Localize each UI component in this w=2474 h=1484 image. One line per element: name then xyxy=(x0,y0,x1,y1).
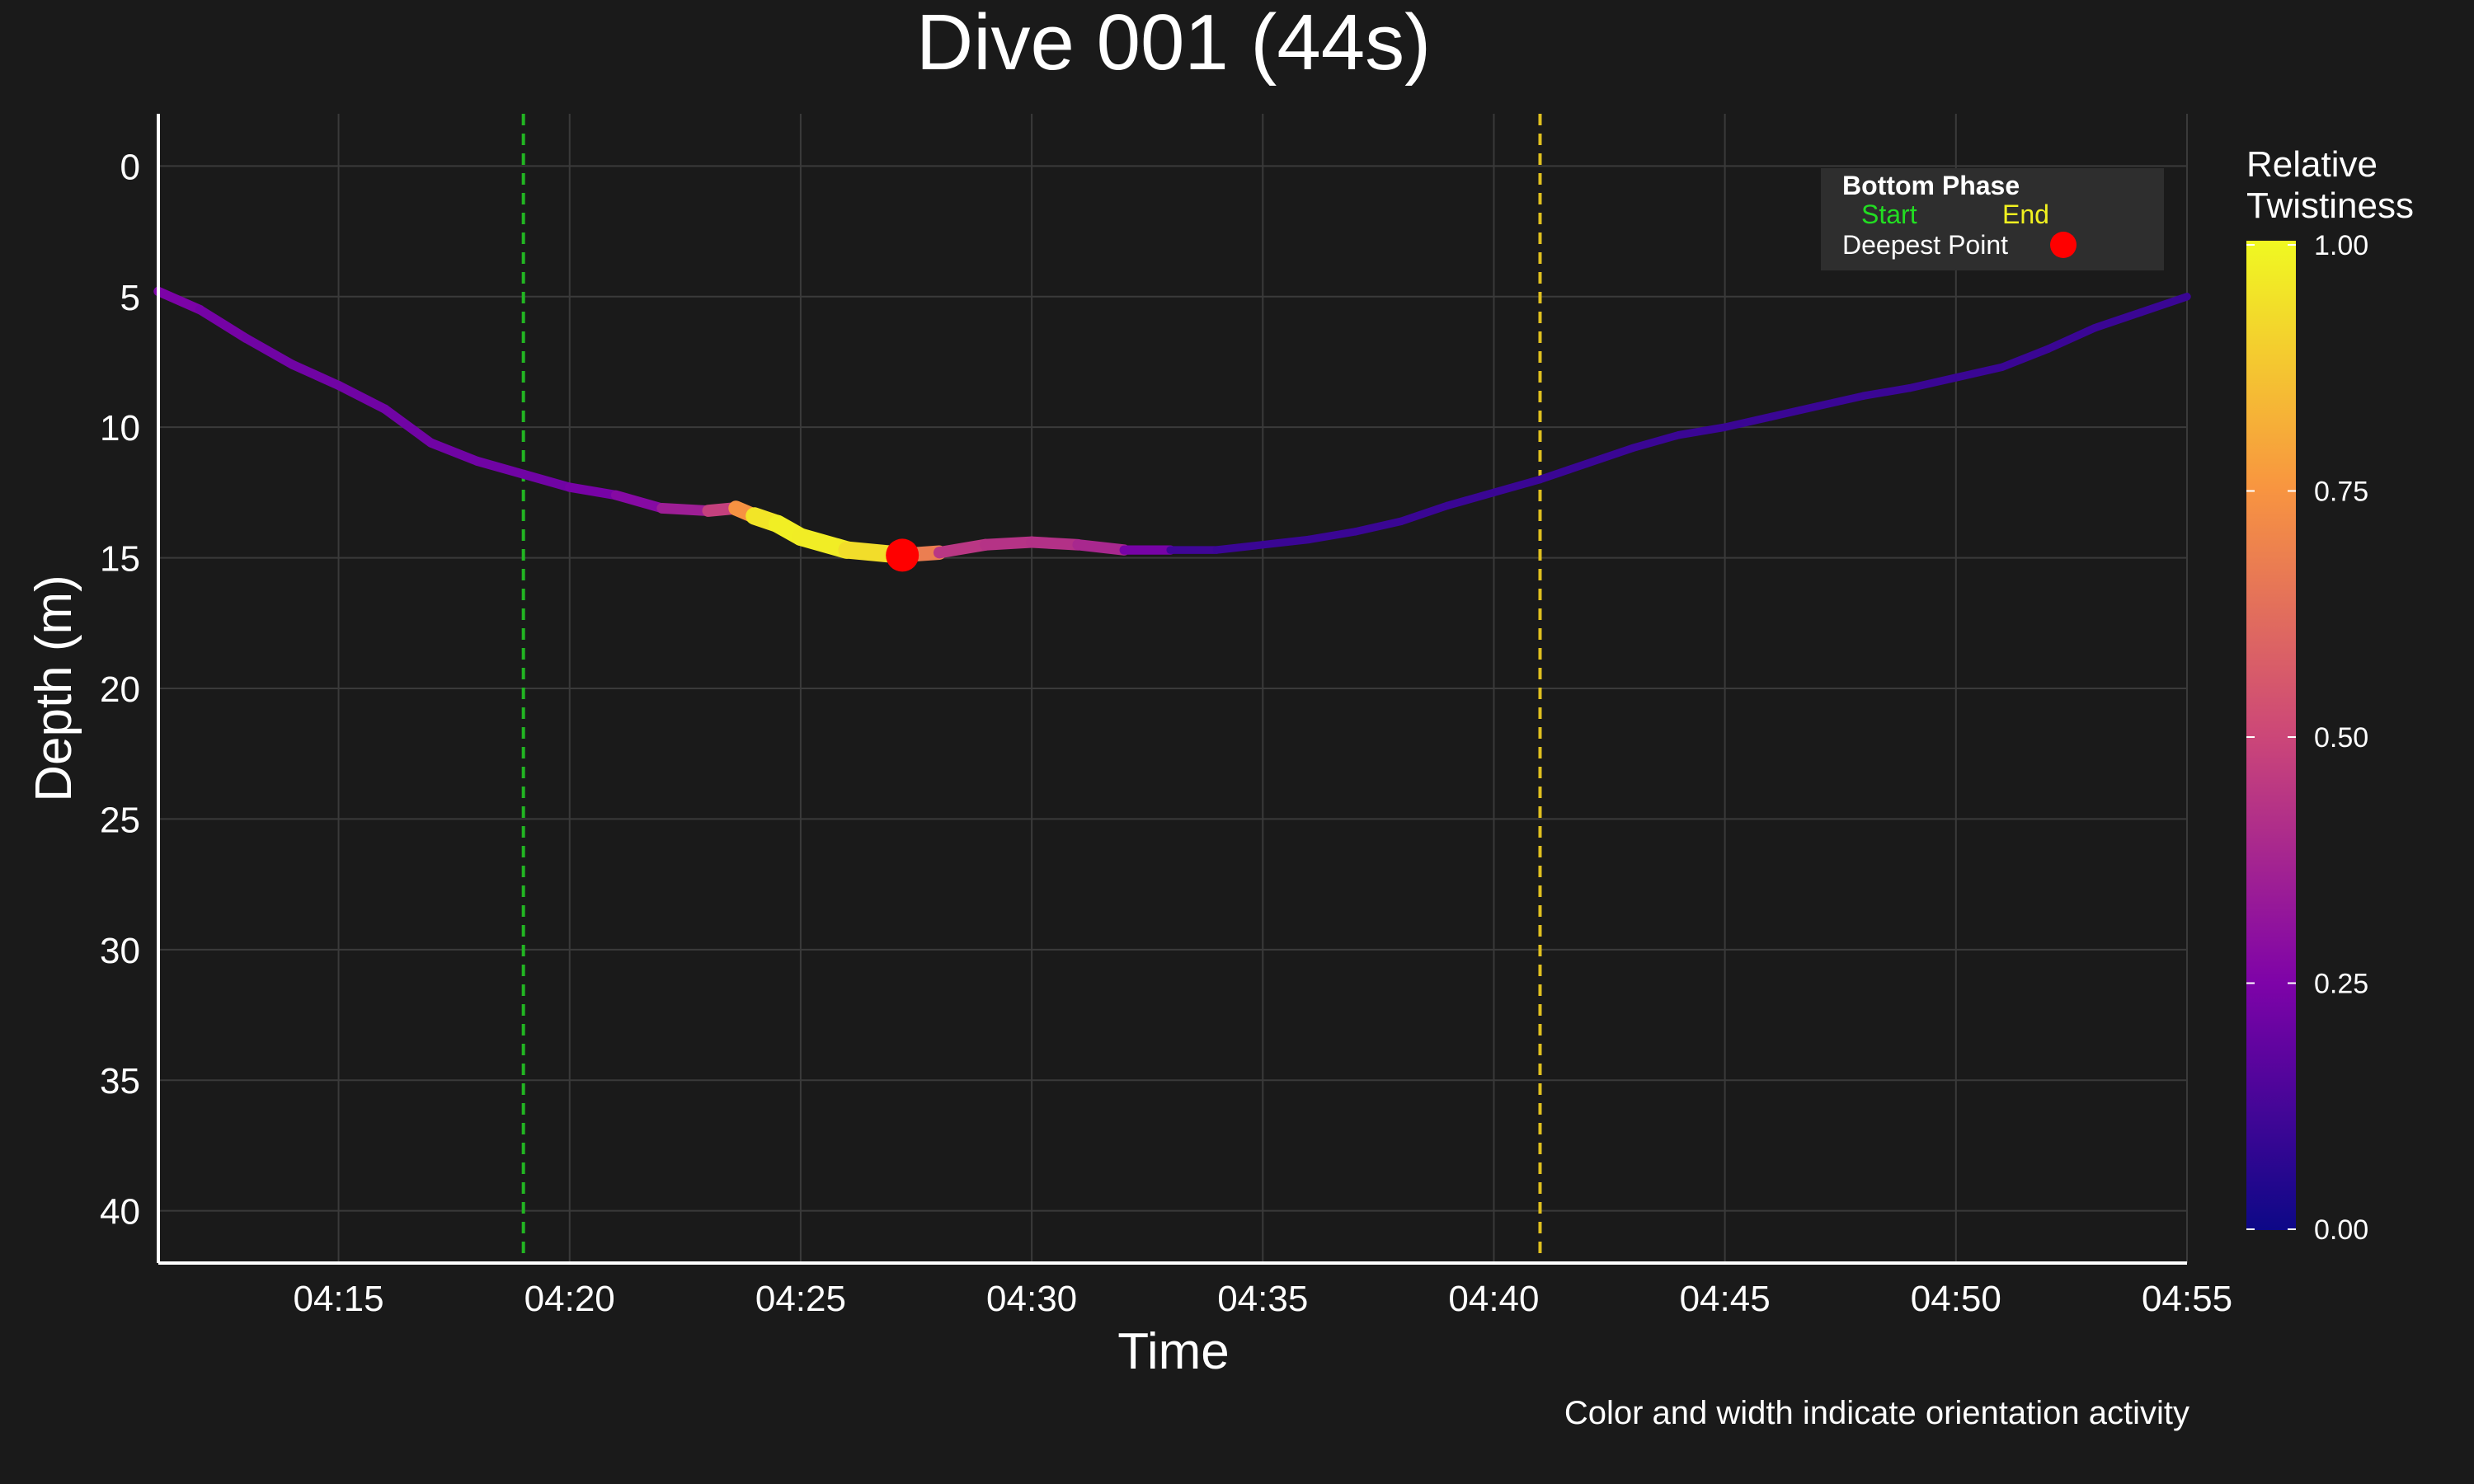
colorbar-gradient xyxy=(2246,241,2296,1230)
x-tick-label: 04:30 xyxy=(986,1279,1077,1319)
legend-box xyxy=(1821,168,2164,270)
colorbar-tick-label: 1.00 xyxy=(2314,230,2368,261)
depth-series-segment xyxy=(2091,308,2145,332)
grid-lines xyxy=(158,114,2188,1263)
depth-series-segment xyxy=(1305,528,1360,544)
depth-series-segment xyxy=(1720,412,1776,431)
x-tick-label: 04:15 xyxy=(293,1279,383,1319)
depth-series-segment xyxy=(1397,501,1452,525)
depth-series-segment xyxy=(1998,345,2053,372)
depth-series-segment xyxy=(2137,293,2191,317)
y-tick-label: 40 xyxy=(100,1192,140,1233)
depth-series xyxy=(153,286,2191,564)
x-tick-labels: 04:15 04:20 04:25 04:30 04:35 04:40 04:45 04:50… xyxy=(293,1279,2232,1319)
depth-series-segment xyxy=(1906,373,1960,392)
legend-title: Bottom Phase xyxy=(1842,171,2020,200)
depth-series-segment xyxy=(1952,363,2006,382)
depth-series-segment xyxy=(1536,459,1591,484)
x-tick-label: 04:55 xyxy=(2142,1279,2232,1319)
colorbar: Relative Twistiness 1.00 0.75 0.50 0.25 0.00 xyxy=(2246,144,2414,1246)
legend-deepest-marker xyxy=(2050,232,2077,258)
chart-caption: Color and width indicate orientation act… xyxy=(1564,1395,2189,1431)
x-tick-label: 04:20 xyxy=(524,1279,615,1319)
depth-series-segment xyxy=(1766,402,1822,421)
y-tick-label: 35 xyxy=(100,1061,140,1101)
x-tick-label: 04:50 xyxy=(1911,1279,2001,1319)
depth-series-segment xyxy=(1489,475,1545,497)
depth-series-segment xyxy=(565,482,621,500)
depth-series-segment xyxy=(334,380,390,414)
depth-series-segment xyxy=(195,305,252,344)
depth-series-segment xyxy=(241,333,298,369)
depth-series-segment xyxy=(473,456,529,479)
depth-series-segment xyxy=(1072,539,1130,556)
deepest-point-marker xyxy=(886,538,920,572)
y-tick-label: 10 xyxy=(100,408,140,448)
bottom-phase-lines xyxy=(521,114,1542,1263)
y-tick-label: 5 xyxy=(120,278,140,318)
depth-series-segment xyxy=(980,536,1038,551)
legend-end-label: End xyxy=(2002,200,2049,229)
y-tick-label: 0 xyxy=(120,147,140,187)
legend-deepest-label: Deepest Point xyxy=(1842,230,2008,260)
y-tick-label: 20 xyxy=(100,669,140,710)
x-tick-label: 04:45 xyxy=(1680,1279,1771,1319)
deepest-point-marker-group xyxy=(886,538,920,572)
x-tick-label: 04:25 xyxy=(755,1279,846,1319)
y-tick-label: 15 xyxy=(100,539,140,580)
colorbar-tick-label: 0.00 xyxy=(2314,1214,2368,1246)
colorbar-tick-label: 0.75 xyxy=(2314,477,2368,508)
x-axis-label: Time xyxy=(1117,1323,1229,1380)
chart-title: Dive 001 (44s) xyxy=(916,0,1431,87)
y-tick-label: 30 xyxy=(100,931,140,971)
depth-series-segment xyxy=(2044,324,2099,353)
depth-series-segment xyxy=(1258,535,1314,549)
depth-series-segment xyxy=(1582,444,1637,468)
colorbar-ticks: 1.00 0.75 0.50 0.25 0.00 xyxy=(2246,230,2368,1246)
depth-series-segment xyxy=(426,438,482,466)
depth-series-segment xyxy=(1813,392,1868,411)
depth-series-segment xyxy=(1351,517,1406,536)
depth-series-segment xyxy=(1026,536,1084,551)
depth-series-segment xyxy=(1674,423,1729,439)
y-axis-label: Depth (m) xyxy=(26,575,82,802)
depth-series-segment xyxy=(1212,541,1267,554)
depth-series-segment xyxy=(287,359,344,391)
x-tick-label: 04:40 xyxy=(1448,1279,1539,1319)
colorbar-tick-label: 0.25 xyxy=(2314,969,2368,1000)
depth-series-segment xyxy=(656,502,714,517)
colorbar-tick-label: 0.50 xyxy=(2314,722,2368,754)
legend: Bottom Phase Start End Deepest Point xyxy=(1821,168,2164,270)
colorbar-title-line1: Relative xyxy=(2246,144,2378,185)
y-tick-labels: 0 5 10 15 20 25 30 35 40 xyxy=(100,147,140,1232)
y-tick-label: 25 xyxy=(100,800,140,840)
depth-series-segment xyxy=(933,538,992,559)
depth-series-segment xyxy=(380,404,436,448)
depth-series-segment xyxy=(519,469,575,492)
legend-start-label: Start xyxy=(1861,200,1917,229)
colorbar-title-line2: Twistiness xyxy=(2246,186,2414,226)
x-tick-label: 04:35 xyxy=(1217,1279,1308,1319)
depth-series-segment xyxy=(610,490,667,514)
depth-series-segment xyxy=(1860,383,1914,400)
depth-series-segment xyxy=(1628,430,1683,453)
depth-series-segment xyxy=(1443,488,1498,510)
depth-series-segment xyxy=(153,286,205,315)
